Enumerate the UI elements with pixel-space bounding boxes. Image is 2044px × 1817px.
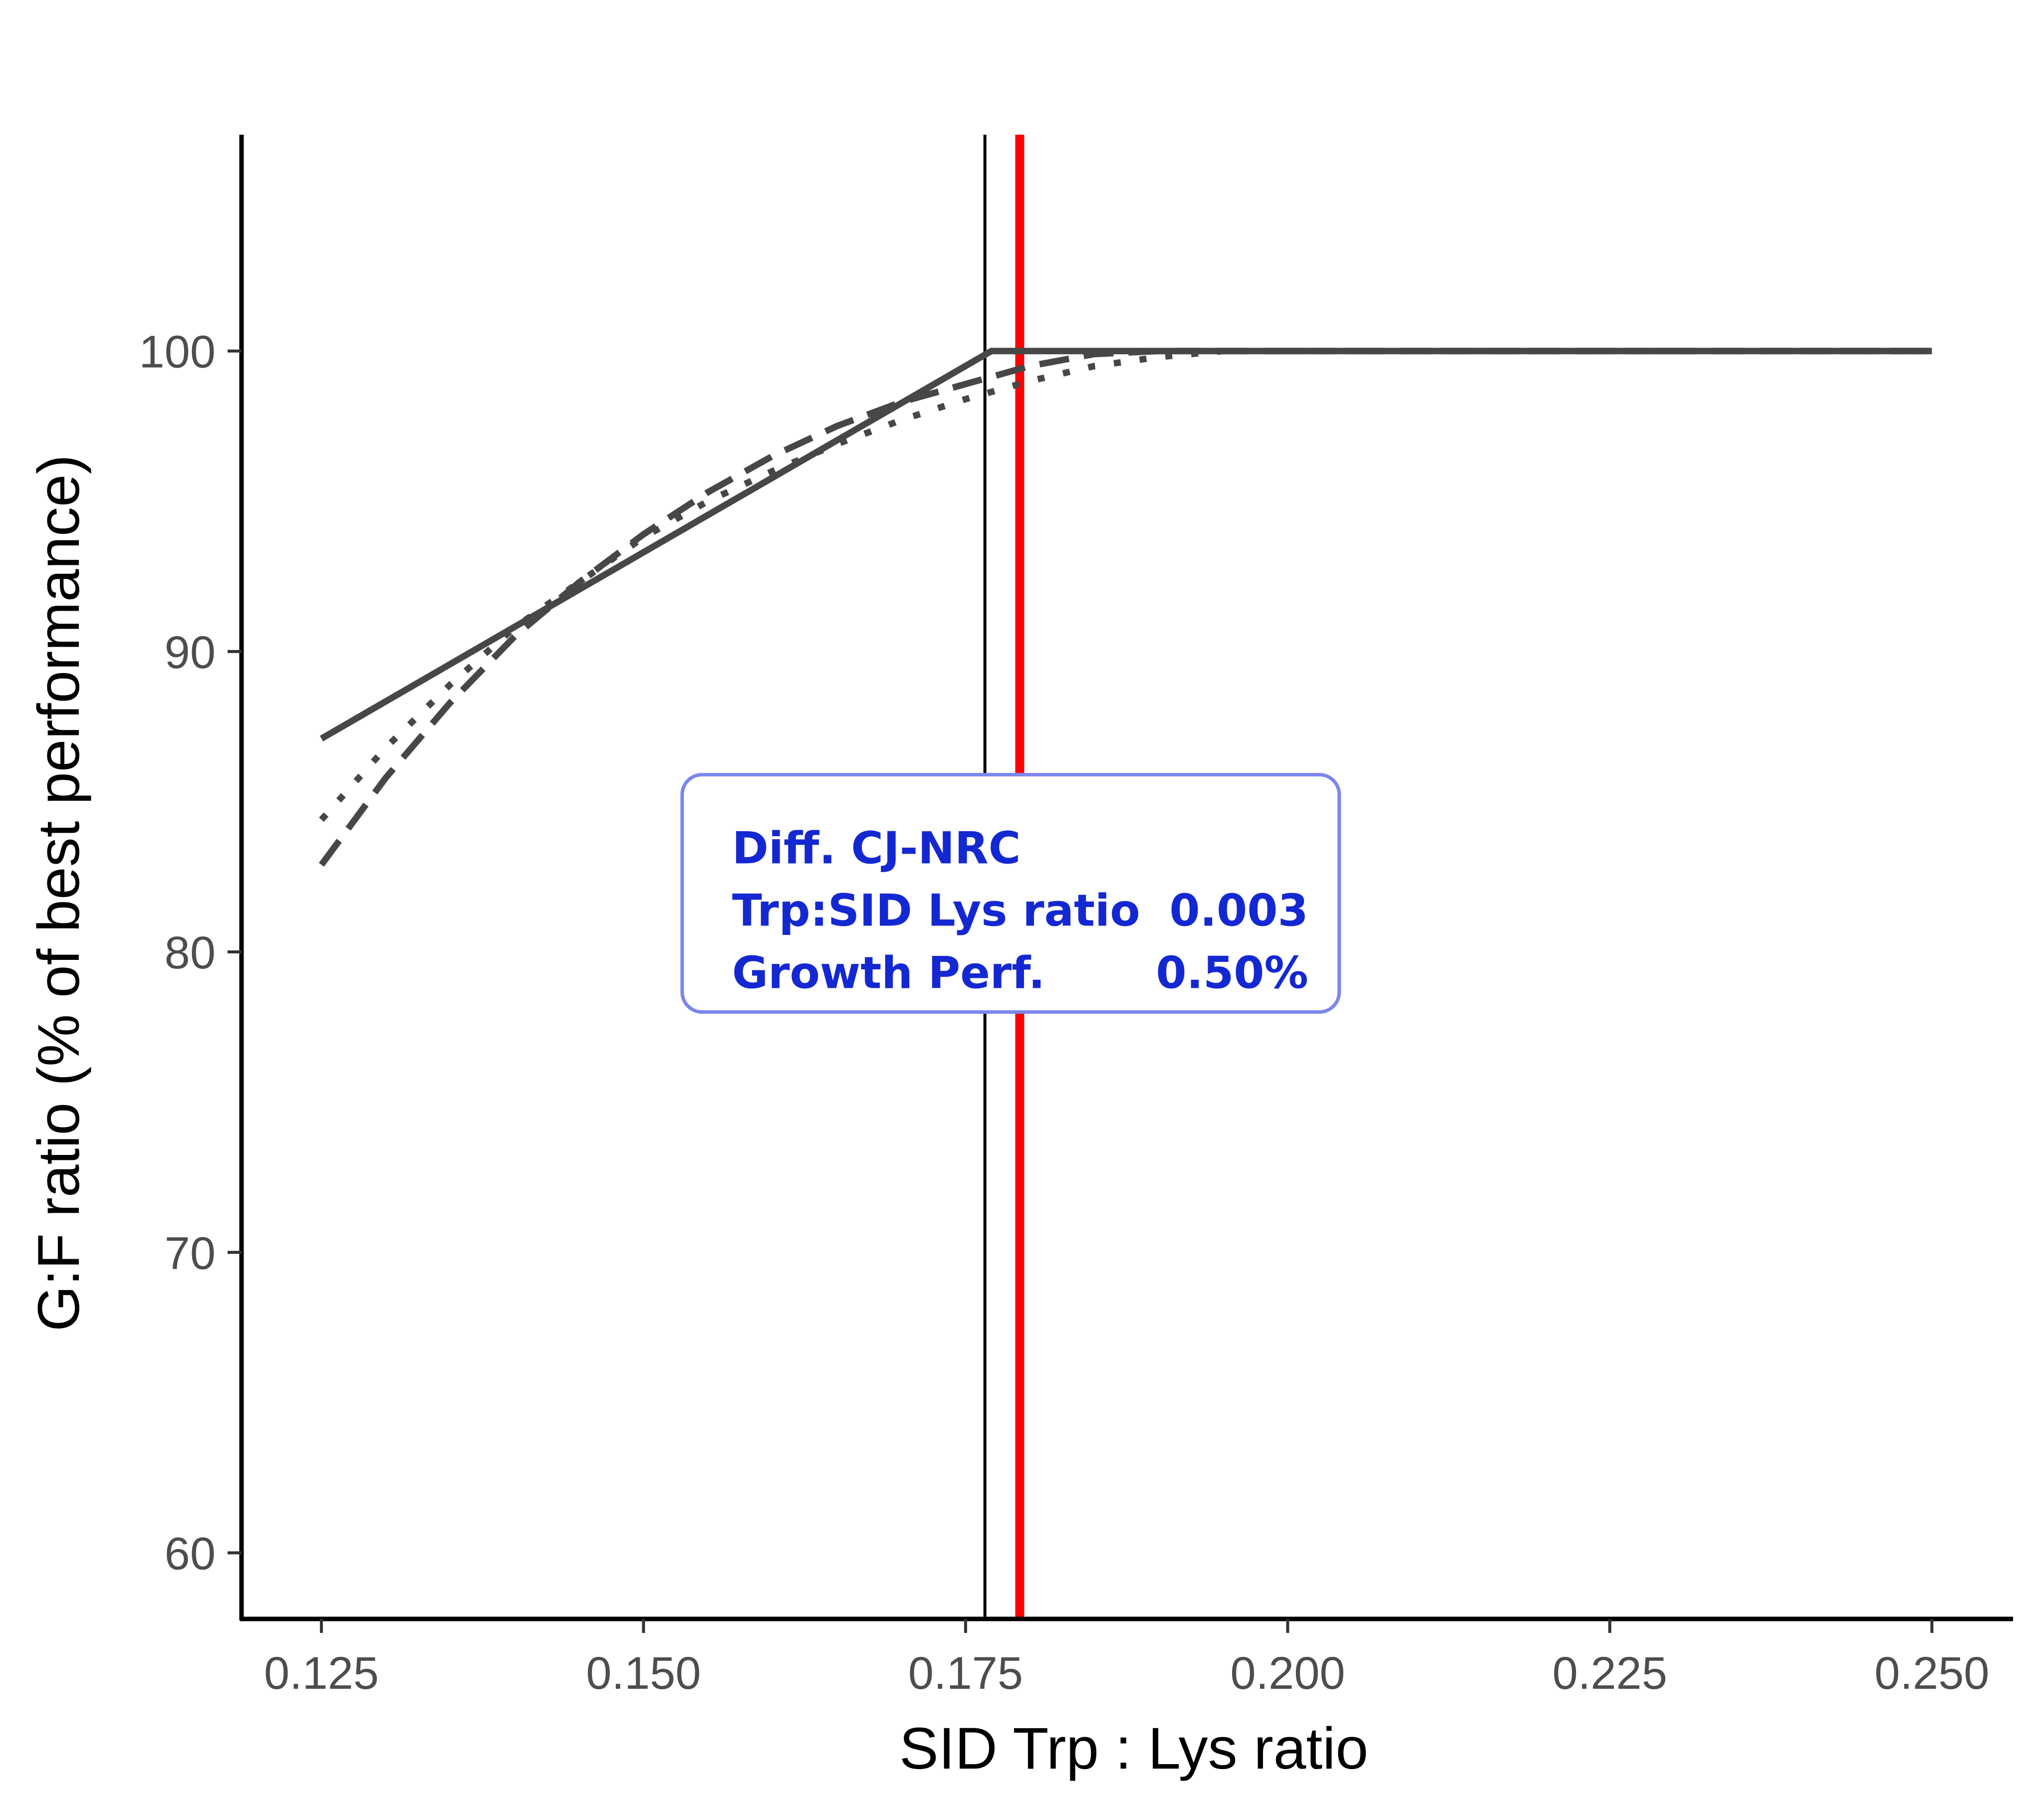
series-line-dotted [319,348,1932,822]
annotation-title: Diff. CJ-NRC [732,823,1021,874]
x-axis-title: SID Trp : Lys ratio [899,1716,1368,1782]
y-tick-label: 60 [165,1529,216,1580]
y-tick-label: 90 [165,627,216,678]
annotation-row-value: 0.003 [1169,885,1308,936]
annotation-row-value: 0.50% [1156,947,1308,999]
y-tick-label: 100 [139,327,216,378]
x-tick-label: 0.200 [1230,1648,1345,1699]
annotation-frame [680,773,1341,1014]
series-line-solid [319,348,1932,742]
x-tick-label: 0.150 [586,1648,701,1699]
x-tick-label: 0.250 [1874,1648,1989,1699]
annotation-row-label: Growth Perf. [732,947,1045,999]
ticks: 0.125 0.150 0.175 0.200 0.225 0.250 60 70 80 90 10… [139,327,1990,1699]
annotation-row-label: Trp:SID Lys ratio [732,885,1140,936]
series-line-dashed [318,348,1932,867]
x-tick-label: 0.225 [1552,1648,1667,1699]
y-axis-title: G:F ratio (% of best performance) [26,454,92,1332]
series-lines [318,348,1932,867]
x-tick-label: 0.125 [264,1648,379,1699]
axes [239,135,2013,1621]
x-tick-label: 0.175 [908,1648,1023,1699]
annotation-box: Diff. CJ-NRC Trp:SID Lys ratio 0.003 Growth… [680,773,1341,1014]
y-tick-label: 70 [165,1228,216,1279]
y-tick-label: 80 [165,927,216,978]
